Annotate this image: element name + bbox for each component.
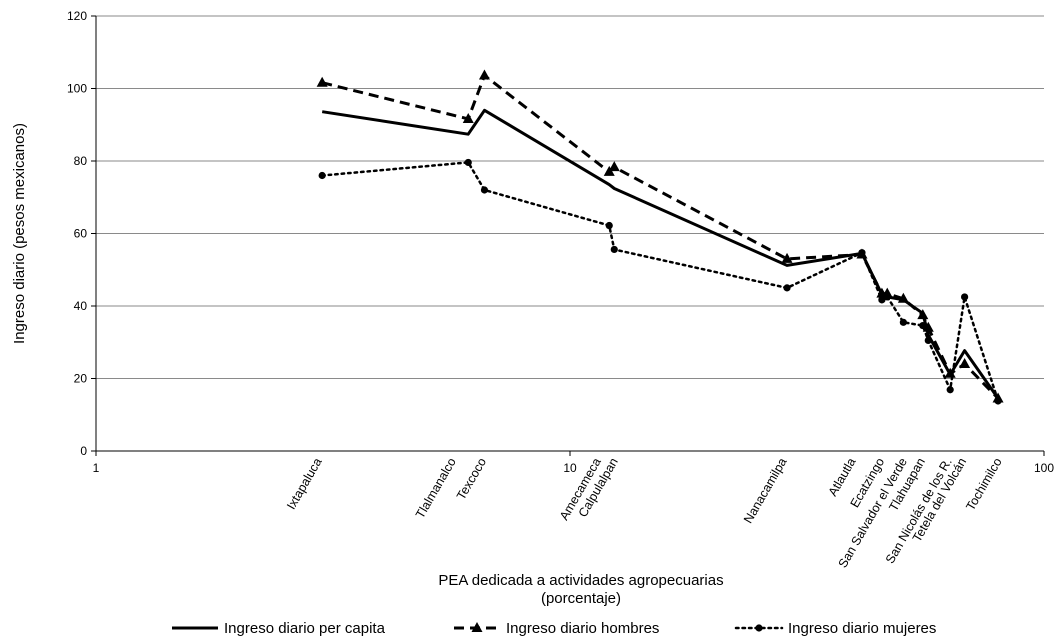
series-lines <box>320 74 1000 403</box>
series-markers <box>316 69 1004 405</box>
series-1-point-4 <box>608 161 620 172</box>
y-tick-label-120: 120 <box>67 9 87 23</box>
series-2-point-13 <box>961 293 969 301</box>
series-2-point-7 <box>878 296 886 304</box>
series-2-point-6 <box>858 249 866 257</box>
y-tick-label-40: 40 <box>74 299 88 313</box>
series-1-point-0 <box>316 76 328 87</box>
series-2-point-8 <box>883 293 891 301</box>
series-2-point-12 <box>946 386 954 394</box>
legend-marker-2 <box>755 624 763 632</box>
series-2-point-5 <box>783 284 791 292</box>
series-2-point-14 <box>994 397 1002 405</box>
series-line-0 <box>321 108 1000 400</box>
y-tick-label-60: 60 <box>74 227 88 241</box>
series-2-point-10 <box>919 321 927 330</box>
x-axis-title-line-0: PEA dedicada a actividades agropecuarias <box>438 572 723 589</box>
legend: Ingreso diario per capita Ingreso diario … <box>172 620 936 637</box>
series-1-point-12 <box>944 367 956 378</box>
x-axis-title-line-1: (porcentaje) <box>541 590 621 607</box>
series-1-point-10 <box>917 309 929 320</box>
x-axis-title: PEA dedicada a actividades agropecuarias… <box>438 572 723 607</box>
x-tick-label-10: 10 <box>563 461 577 475</box>
series-2-point-0 <box>318 171 326 180</box>
gridlines <box>96 15 1044 379</box>
series-2-point-9 <box>899 318 907 326</box>
series-1-point-2 <box>478 69 490 80</box>
category-label-5: Nanacamilpa <box>741 455 790 525</box>
legend-label-2: Ingreso diario mujeres <box>788 620 936 637</box>
series-1-point-5 <box>781 252 793 263</box>
series-1-point-1 <box>462 112 474 123</box>
legend-label-0: Ingreso diario per capita <box>224 620 386 637</box>
x-tick-label-1: 1 <box>93 461 100 475</box>
series-1-point-9 <box>897 292 909 303</box>
category-label-0: Ixtapaluca <box>284 455 325 511</box>
legend-marker-1 <box>471 622 483 632</box>
axes <box>91 15 1045 456</box>
series-line-2 <box>320 161 1000 403</box>
category-label-12: Tochimilco <box>963 455 1004 513</box>
category-label-2: Texcoco <box>454 455 489 502</box>
series-2-point-1 <box>464 158 472 167</box>
x-tick-label-100: 100 <box>1034 461 1054 475</box>
series-line-1 <box>321 74 1000 400</box>
series-2-point-2 <box>480 186 489 194</box>
series-2-point-4 <box>610 245 618 254</box>
legend-label-1: Ingreso diario hombres <box>506 620 659 637</box>
y-axis-title: Ingreso diario (pesos mexicanos) <box>11 123 28 344</box>
y-tick-label-0: 0 <box>80 444 87 458</box>
category-label-1: Tlalmanalco <box>413 455 459 520</box>
series-2-point-3 <box>605 221 613 230</box>
y-tick-label-80: 80 <box>74 154 88 168</box>
y-tick-label-100: 100 <box>67 82 87 96</box>
y-tick-label-20: 20 <box>74 372 88 386</box>
series-1-point-11 <box>922 321 934 332</box>
series-2-point-11 <box>924 336 932 345</box>
series-1-point-13 <box>959 358 971 368</box>
